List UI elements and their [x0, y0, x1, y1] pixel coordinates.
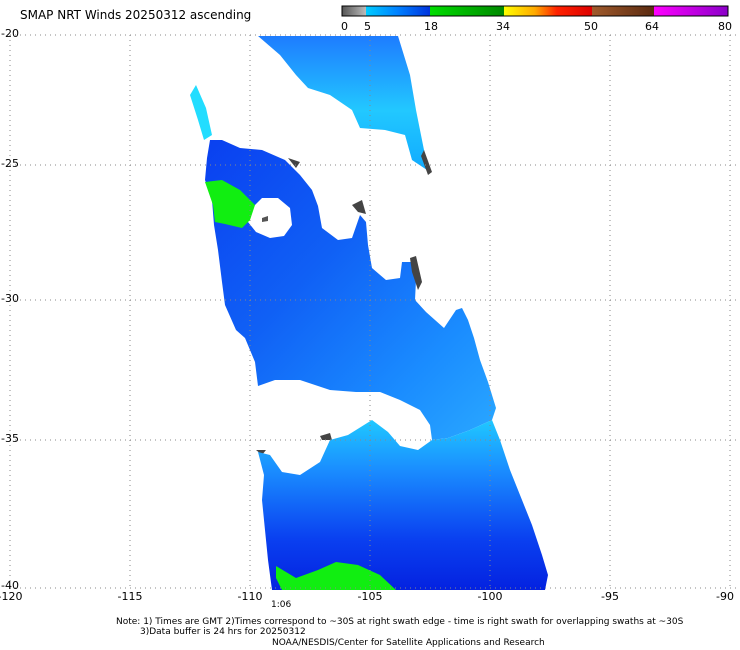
y-tick-label: -20: [1, 27, 19, 40]
x-tick-label: -110: [238, 590, 263, 603]
swath-region-north: [258, 36, 430, 172]
swath-region-sliver: [190, 85, 212, 140]
y-tick-label: -25: [1, 157, 19, 170]
x-tick-label: -105: [358, 590, 383, 603]
y-tick-label: -30: [1, 292, 19, 305]
x-tick-label: -90: [716, 590, 734, 603]
x-tick-label: -115: [118, 590, 143, 603]
y-tick-label: -35: [1, 432, 19, 445]
swath-region-south: [258, 420, 548, 590]
x-tick-label: -95: [601, 590, 619, 603]
footnote-line-2: 3)Data buffer is 24 hrs for 20250312: [140, 627, 306, 637]
no-data-mark: [352, 200, 366, 214]
footnote-line-1: Note: 1) Times are GMT 2)Times correspon…: [116, 617, 683, 627]
swath-region-central: [205, 140, 496, 440]
x-tick-label: -100: [478, 590, 503, 603]
no-data-mark: [320, 433, 332, 440]
swath-time-label: 1:06: [271, 600, 291, 610]
x-tick-label: -120: [0, 590, 22, 603]
footnote-credit: NOAA/NESDIS/Center for Satellite Applica…: [272, 638, 545, 648]
